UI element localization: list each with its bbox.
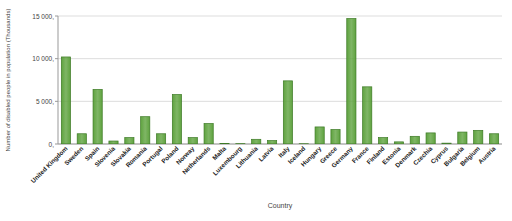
chart: 0, 5 000, 10 000, 15 000, United KingdomSwed… bbox=[0, 0, 512, 221]
bar bbox=[156, 134, 165, 144]
bar bbox=[315, 127, 324, 144]
bar bbox=[204, 124, 213, 144]
bar bbox=[283, 81, 292, 144]
bar bbox=[394, 142, 403, 144]
bar bbox=[378, 138, 387, 144]
bar bbox=[331, 129, 340, 144]
bar bbox=[410, 136, 419, 144]
grid-line bbox=[58, 16, 502, 17]
bar bbox=[267, 141, 276, 144]
bar bbox=[363, 87, 372, 144]
x-tick-label: Portugal bbox=[141, 145, 165, 169]
grid-line bbox=[58, 101, 502, 102]
chart-root: 0, 5 000, 10 000, 15 000, United KingdomSwed… bbox=[0, 0, 512, 221]
bar bbox=[220, 143, 229, 144]
bar bbox=[125, 138, 134, 144]
x-tick-label: Austria bbox=[476, 144, 497, 165]
y-tick-label: 10 000, bbox=[32, 55, 54, 62]
y-tick-label: 15 000, bbox=[32, 13, 54, 20]
bar bbox=[236, 143, 245, 144]
x-tick-label: Sweden bbox=[63, 145, 85, 167]
y-axis-label: Number of disabled people in population … bbox=[5, 9, 11, 152]
x-axis-label: Country bbox=[268, 202, 293, 210]
grid-line bbox=[58, 58, 502, 59]
x-tick-label: Hungary bbox=[299, 144, 323, 168]
y-tick-label: 5 000, bbox=[36, 98, 54, 105]
x-tick-label: Netherlands bbox=[181, 144, 212, 175]
x-tick-label: Belgium bbox=[458, 144, 482, 168]
bar bbox=[458, 132, 467, 144]
bar bbox=[299, 143, 308, 144]
x-tick-label: United Kingdom bbox=[29, 144, 69, 184]
y-tick-label: 0, bbox=[49, 141, 55, 148]
bar bbox=[347, 19, 356, 144]
bar bbox=[474, 130, 483, 144]
bar bbox=[61, 57, 70, 144]
bar bbox=[93, 89, 102, 144]
bars bbox=[61, 19, 498, 144]
bar bbox=[426, 133, 435, 144]
bar bbox=[172, 95, 181, 144]
bar bbox=[141, 117, 150, 144]
bar bbox=[77, 134, 86, 144]
x-tick-label: Czechia bbox=[412, 144, 434, 166]
bar bbox=[252, 139, 261, 144]
bar bbox=[489, 134, 498, 144]
x-tick-label: Lithuania bbox=[234, 144, 259, 169]
y-axis bbox=[58, 16, 59, 144]
bar bbox=[442, 143, 451, 144]
bar bbox=[188, 138, 197, 144]
x-tick-label: Latvia bbox=[257, 144, 275, 162]
bar bbox=[109, 141, 118, 144]
